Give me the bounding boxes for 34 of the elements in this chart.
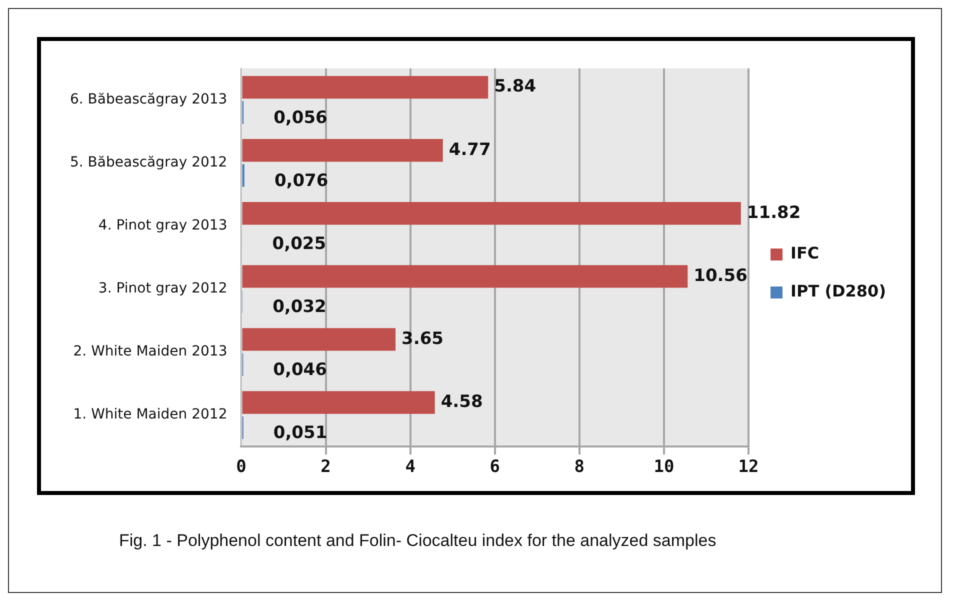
y-tick-label: 3. Pinot gray 2012 xyxy=(98,280,228,297)
data-label: 5.84 xyxy=(494,76,536,97)
x-tick-label: 4 xyxy=(405,457,416,478)
legend-label: IFC xyxy=(790,244,820,263)
data-label: 4.58 xyxy=(440,392,483,412)
x-tick-label: 2 xyxy=(320,457,331,478)
data-label: 3.65 xyxy=(402,328,444,349)
x-tick-label: 12 xyxy=(738,457,759,478)
data-label: 0,056 xyxy=(274,108,328,128)
y-tick-label: 4. Pinot gray 2013 xyxy=(98,218,228,234)
bar xyxy=(242,328,396,351)
bar xyxy=(242,265,688,288)
data-label: 0,032 xyxy=(272,297,326,318)
x-tick-label: 6 xyxy=(490,457,500,478)
data-label: 10.56 xyxy=(694,266,748,286)
data-label: 0,046 xyxy=(273,360,327,380)
y-tick-label: 1. White Maiden 2012 xyxy=(73,406,228,423)
y-tick-label: 6. Băbeascăgray 2013 xyxy=(70,92,228,108)
caption: Fig. 1 - Polyphenol content and Folin- Ciocalteu index for the analyzed samples xyxy=(119,531,716,551)
y-tick-label: 5. Băbeascăgray 2012 xyxy=(70,154,228,171)
data-label: 11.82 xyxy=(746,202,801,223)
data-label: 0,025 xyxy=(272,234,326,254)
data-label: 4.77 xyxy=(448,140,491,160)
data-label: 0,076 xyxy=(274,170,328,191)
bar xyxy=(242,76,488,99)
y-tick-label: 2. White Maiden 2013 xyxy=(73,344,228,360)
x-tick-label: 8 xyxy=(574,457,585,478)
x-tick-label: 0 xyxy=(236,457,246,478)
bar xyxy=(242,391,435,414)
bar xyxy=(242,202,741,225)
data-label: 0,051 xyxy=(273,423,328,444)
bar xyxy=(242,139,443,162)
x-tick-label: 10 xyxy=(654,457,674,478)
legend-label: IPT (D280) xyxy=(790,282,886,301)
